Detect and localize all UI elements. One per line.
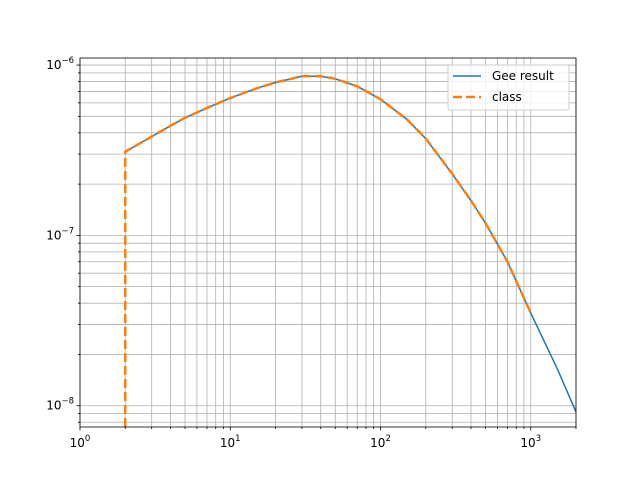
x-tick-label-base: 10 (370, 436, 385, 450)
y-tick-label-exponent: −7 (61, 226, 74, 236)
y-tick-label-base: 10 (46, 399, 61, 413)
y-tick-label-exponent: −8 (61, 397, 74, 407)
x-tick-label-exponent: 3 (536, 434, 541, 444)
x-tick-label: 102 (370, 434, 391, 450)
y-tick-label-exponent: −6 (61, 56, 74, 66)
plot-frame (79, 57, 577, 428)
x-tick-label-base: 10 (520, 436, 535, 450)
y-tick-label-base: 10 (46, 228, 61, 242)
x-tick-label-base: 10 (70, 436, 85, 450)
legend: Gee result class (447, 64, 570, 111)
x-tick-label: 100 (70, 434, 91, 450)
x-tick-label: 101 (220, 434, 241, 450)
legend-label-class: class (492, 90, 522, 104)
series-line-class (123, 74, 532, 427)
x-tick-label-exponent: 1 (235, 434, 240, 444)
grid-lines (79, 58, 577, 427)
plot-series (123, 74, 577, 427)
y-tick-label: 10−7 (46, 226, 74, 242)
x-tick-label: 103 (520, 434, 541, 450)
x-tick-label-exponent: 0 (85, 434, 90, 444)
x-tick-label-exponent: 2 (385, 434, 390, 444)
y-tick-label: 10−8 (46, 397, 74, 413)
y-tick-label: 10−6 (46, 56, 74, 72)
y-tick-label-base: 10 (46, 58, 61, 72)
x-tick-label-base: 10 (220, 436, 235, 450)
legend-label-gee-result: Gee result (492, 69, 554, 83)
